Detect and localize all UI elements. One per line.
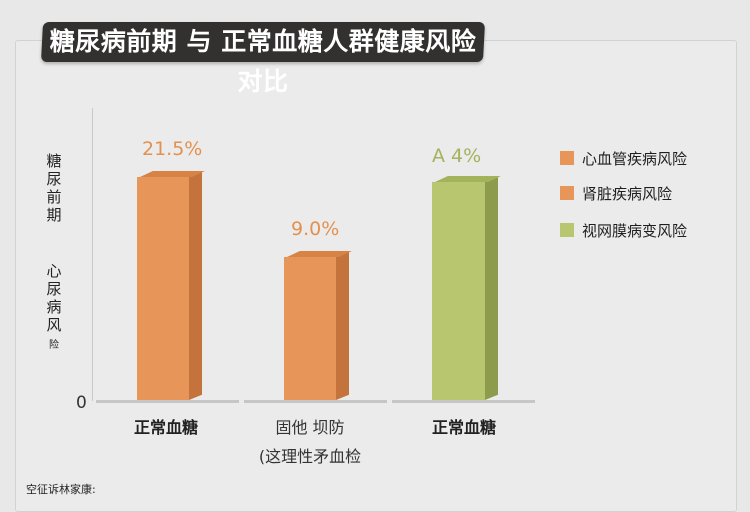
y-axis-label-part2: 心尿病风险 (46, 262, 62, 351)
y-tick-zero: 0 (76, 393, 87, 413)
chart-title: 糖尿病前期 与 正常血糖人群健康风险对比 (49, 27, 477, 96)
legend-label: 肾脏疾病风险 (582, 184, 673, 203)
bar-1-front (137, 177, 189, 400)
bar-2[interactable] (284, 251, 352, 400)
bar-3-side (485, 176, 498, 400)
bar-2-side (336, 251, 349, 400)
legend-swatch-green (560, 223, 574, 237)
legend-item-retina[interactable]: 视网膜病变风险 (560, 220, 687, 240)
footnote: 空征诉林家康: (26, 483, 96, 496)
bar-value-label-3: A 4% (432, 145, 482, 167)
x-label-3: 正常血糖 (431, 418, 496, 437)
x-label-1: 正常血糖 (133, 418, 198, 437)
bar-3-front (432, 182, 485, 400)
bar-2-front (284, 257, 336, 400)
baseline-segment-1 (96, 400, 239, 403)
y-axis-line (92, 108, 93, 401)
legend-label: 视网膜病变风险 (582, 221, 688, 240)
chart-card (15, 40, 737, 512)
bar-value-label-2: 9.0% (291, 218, 340, 240)
x-sublabel-2: (这理性矛血检 (258, 447, 362, 466)
baseline-segment-2 (244, 400, 387, 403)
bar-value-label-1: 21.5% (142, 138, 203, 160)
y-axis-label-part1: 糖尿前期 (46, 152, 62, 224)
legend-item-cardio[interactable]: 心血管疾病风险 (560, 148, 687, 168)
baseline-segment-3 (392, 400, 535, 403)
bar-1[interactable] (137, 171, 205, 400)
legend-label: 心血管疾病风险 (582, 149, 688, 168)
bar-3[interactable] (432, 176, 501, 400)
legend-swatch-orange (560, 151, 574, 165)
legend-item-kidney[interactable]: 肾脏疾病风险 (560, 183, 672, 203)
legend-swatch-orange (560, 186, 574, 200)
x-label-2: 固他 坝防 (275, 418, 345, 437)
bar-1-side (189, 171, 202, 400)
